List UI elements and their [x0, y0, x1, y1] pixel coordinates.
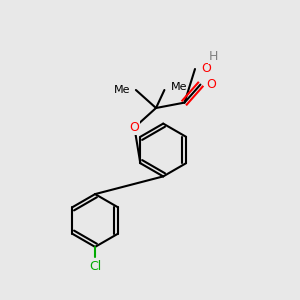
- Text: Cl: Cl: [89, 260, 101, 272]
- Text: Me: Me: [113, 85, 130, 95]
- Text: Me: Me: [170, 82, 187, 92]
- Text: O: O: [201, 62, 211, 76]
- Text: O: O: [130, 121, 139, 134]
- Text: H: H: [208, 50, 218, 64]
- Text: O: O: [206, 78, 216, 91]
